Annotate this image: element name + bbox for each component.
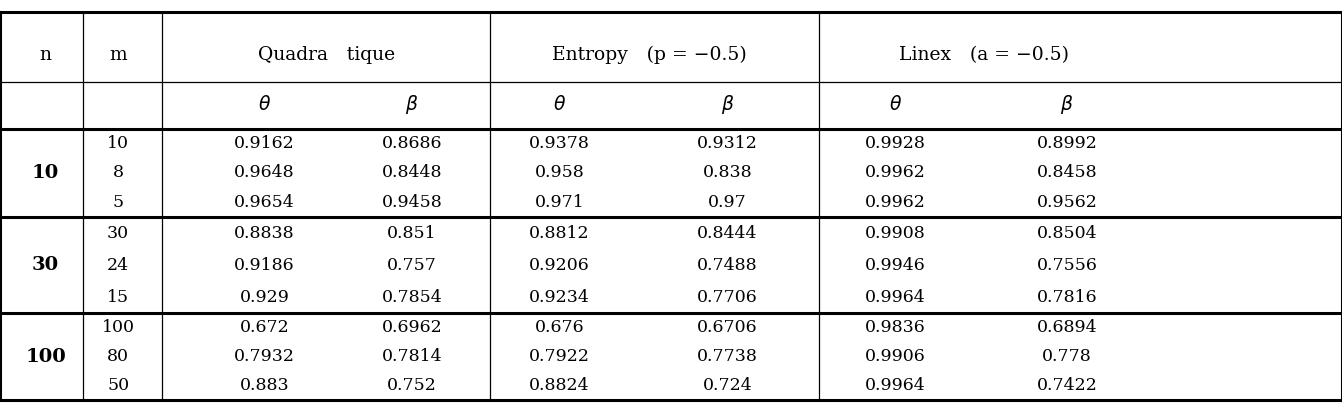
Text: 30: 30 [107, 225, 129, 242]
Text: 0.9836: 0.9836 [864, 319, 926, 336]
Text: 0.9964: 0.9964 [864, 289, 926, 306]
Text: 0.7854: 0.7854 [381, 289, 443, 306]
Text: 100: 100 [25, 348, 66, 366]
Text: 0.6706: 0.6706 [696, 319, 758, 336]
Text: 0.8824: 0.8824 [529, 377, 590, 394]
Text: 0.724: 0.724 [702, 377, 753, 394]
Text: 0.7932: 0.7932 [234, 348, 295, 365]
Text: 0.9908: 0.9908 [864, 225, 926, 242]
Text: 0.9186: 0.9186 [234, 257, 295, 274]
Text: 0.7922: 0.7922 [529, 348, 590, 365]
Text: $\theta$: $\theta$ [553, 95, 566, 113]
Text: $\beta$: $\beta$ [721, 93, 734, 115]
Text: 0.672: 0.672 [239, 319, 290, 336]
Text: 0.8448: 0.8448 [381, 164, 443, 182]
Text: 10: 10 [107, 135, 129, 152]
Text: 0.6894: 0.6894 [1036, 319, 1098, 336]
Text: 80: 80 [107, 348, 129, 365]
Text: n: n [40, 46, 51, 64]
Text: 0.7422: 0.7422 [1036, 377, 1098, 394]
Text: 0.9964: 0.9964 [864, 377, 926, 394]
Text: 50: 50 [107, 377, 129, 394]
Text: 24: 24 [107, 257, 129, 274]
Text: m: m [109, 46, 127, 64]
Text: 0.9162: 0.9162 [234, 135, 295, 152]
Text: 0.929: 0.929 [239, 289, 290, 306]
Text: 0.971: 0.971 [534, 194, 585, 211]
Text: 0.9312: 0.9312 [696, 135, 758, 152]
Text: 0.838: 0.838 [703, 164, 752, 182]
Text: 0.9206: 0.9206 [529, 257, 590, 274]
Text: 8: 8 [113, 164, 123, 182]
Text: 0.6962: 0.6962 [381, 319, 443, 336]
Text: 0.8444: 0.8444 [696, 225, 758, 242]
Text: $\theta$: $\theta$ [888, 95, 902, 113]
Text: 0.752: 0.752 [386, 377, 437, 394]
Text: 0.9458: 0.9458 [381, 194, 443, 211]
Text: 0.8504: 0.8504 [1036, 225, 1098, 242]
Text: 0.97: 0.97 [709, 194, 746, 211]
Text: 0.7706: 0.7706 [696, 289, 758, 306]
Text: 0.8838: 0.8838 [234, 225, 295, 242]
Text: 0.7816: 0.7816 [1036, 289, 1098, 306]
Text: $\beta$: $\beta$ [1060, 93, 1074, 115]
Text: 0.9234: 0.9234 [529, 289, 590, 306]
Text: 0.7738: 0.7738 [696, 348, 758, 365]
Text: 0.676: 0.676 [535, 319, 584, 336]
Text: 0.7814: 0.7814 [381, 348, 443, 365]
Text: 0.8992: 0.8992 [1036, 135, 1098, 152]
Text: 0.778: 0.778 [1041, 348, 1092, 365]
Text: 10: 10 [32, 164, 59, 182]
Text: 0.9562: 0.9562 [1036, 194, 1098, 211]
Text: 100: 100 [102, 319, 134, 336]
Text: 0.8458: 0.8458 [1036, 164, 1098, 182]
Text: 0.9962: 0.9962 [864, 164, 926, 182]
Text: Linex (a = −0.5): Linex (a = −0.5) [899, 46, 1068, 64]
Text: 0.9648: 0.9648 [234, 164, 295, 182]
Text: Entropy (p = −0.5): Entropy (p = −0.5) [552, 46, 747, 64]
Text: 0.9906: 0.9906 [864, 348, 926, 365]
Text: 0.851: 0.851 [388, 225, 436, 242]
Text: 0.9928: 0.9928 [864, 135, 926, 152]
Text: 0.9946: 0.9946 [864, 257, 926, 274]
Text: 0.7488: 0.7488 [696, 257, 758, 274]
Text: 15: 15 [107, 289, 129, 306]
Text: Quadra tique: Quadra tique [258, 46, 395, 64]
Text: 5: 5 [113, 194, 123, 211]
Text: 0.8812: 0.8812 [529, 225, 590, 242]
Text: 0.883: 0.883 [240, 377, 289, 394]
Text: 0.757: 0.757 [386, 257, 437, 274]
Text: 0.7556: 0.7556 [1036, 257, 1098, 274]
Text: 0.9654: 0.9654 [234, 194, 295, 211]
Text: 0.9378: 0.9378 [529, 135, 590, 152]
Text: $\theta$: $\theta$ [258, 95, 271, 113]
Text: $\beta$: $\beta$ [405, 93, 419, 115]
Text: 30: 30 [32, 256, 59, 275]
Text: 0.8686: 0.8686 [381, 135, 443, 152]
Text: 0.958: 0.958 [534, 164, 585, 182]
Text: 0.9962: 0.9962 [864, 194, 926, 211]
